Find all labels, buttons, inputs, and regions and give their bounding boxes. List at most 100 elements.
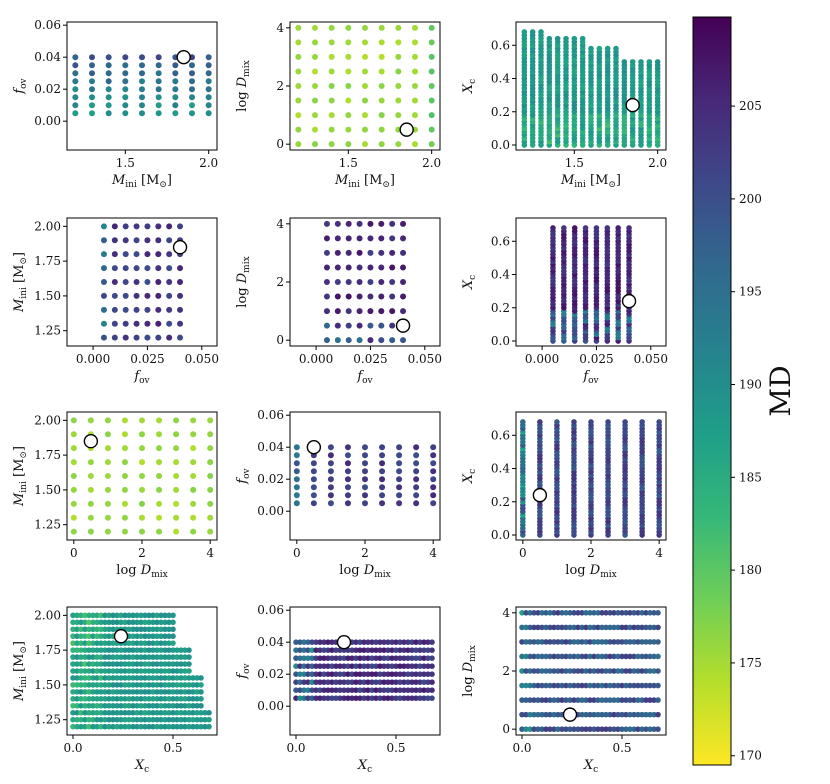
scatter-point bbox=[378, 235, 385, 242]
scatter-point bbox=[182, 654, 188, 660]
scatter-point bbox=[155, 265, 162, 272]
scatter-point bbox=[362, 492, 368, 499]
scatter-point bbox=[154, 716, 160, 723]
scatter-point bbox=[546, 35, 553, 42]
scatter-point bbox=[378, 337, 385, 344]
scatter-point bbox=[205, 94, 212, 101]
x-tick-label: 0.000 bbox=[525, 352, 559, 366]
scatter-point bbox=[114, 612, 120, 619]
scatter-point bbox=[362, 126, 368, 133]
scatter-point bbox=[587, 653, 593, 660]
scatter-point bbox=[389, 308, 396, 315]
scatter-point bbox=[551, 610, 557, 616]
scatter-point bbox=[417, 639, 423, 645]
scatter-point bbox=[345, 679, 351, 685]
scatter-point bbox=[133, 320, 140, 327]
scatter-point bbox=[142, 709, 148, 716]
scatter-point bbox=[182, 723, 188, 730]
best-fit-marker bbox=[395, 318, 411, 333]
scatter-point bbox=[70, 709, 76, 716]
scatter-point bbox=[162, 723, 168, 730]
scatter-point bbox=[114, 702, 120, 709]
scatter-point bbox=[110, 668, 116, 674]
scatter-point bbox=[377, 687, 383, 693]
scatter-point bbox=[89, 110, 95, 117]
scatter-point bbox=[189, 94, 195, 101]
scatter-point bbox=[100, 306, 107, 313]
y-tick-label: 1.25 bbox=[34, 713, 61, 727]
scatter-point bbox=[575, 610, 581, 616]
scatter-point bbox=[162, 633, 168, 640]
scatter-point bbox=[425, 655, 431, 661]
scatter-point bbox=[162, 640, 168, 646]
scatter-point bbox=[166, 619, 172, 626]
scatter-point bbox=[186, 675, 192, 681]
y-tick-label: 2.00 bbox=[34, 413, 61, 427]
scatter-point bbox=[421, 647, 427, 653]
scatter-point bbox=[627, 624, 633, 631]
scatter-point bbox=[139, 94, 145, 101]
scatter-point bbox=[357, 663, 363, 669]
scatter-point bbox=[327, 452, 334, 459]
scatter-point bbox=[114, 668, 120, 674]
scatter-point bbox=[138, 689, 144, 695]
x-tick-label: 4 bbox=[429, 546, 437, 560]
scatter-point bbox=[114, 654, 120, 660]
scatter-point bbox=[595, 697, 601, 703]
scatter-point bbox=[142, 696, 148, 702]
scatter-point bbox=[126, 668, 132, 674]
scatter-point bbox=[206, 709, 212, 716]
scatter-point bbox=[133, 251, 140, 258]
scatter-point bbox=[90, 682, 96, 688]
scatter-point bbox=[378, 264, 385, 271]
scatter-point bbox=[310, 460, 317, 467]
scatter-point bbox=[155, 110, 162, 117]
scatter-point bbox=[70, 473, 77, 479]
best-fit-marker bbox=[176, 50, 191, 65]
y-axis-label: Xc bbox=[461, 469, 478, 484]
scatter-point bbox=[100, 292, 107, 299]
x-axis-label: fov bbox=[582, 369, 599, 386]
x-axis-label: log Dmix bbox=[116, 563, 167, 580]
scatter-point bbox=[174, 696, 180, 702]
scatter-point bbox=[377, 639, 383, 645]
scatter-point bbox=[393, 695, 399, 701]
scatter-point bbox=[378, 141, 385, 148]
scatter-point bbox=[535, 682, 541, 689]
scatter-point bbox=[362, 97, 368, 104]
scatter-point bbox=[70, 675, 76, 681]
scatter-point bbox=[170, 633, 176, 640]
scatter-point bbox=[301, 663, 307, 669]
scatter-point bbox=[106, 689, 112, 695]
scatter-point bbox=[111, 279, 118, 285]
scatter-point bbox=[341, 671, 347, 677]
scatter-point bbox=[78, 696, 84, 702]
scatter-point bbox=[158, 709, 164, 716]
scatter-point bbox=[344, 484, 351, 491]
scatter-point bbox=[647, 653, 653, 660]
scatter-point bbox=[405, 679, 411, 685]
scatter-point bbox=[595, 682, 601, 689]
scatter-point bbox=[397, 647, 403, 653]
x-tick-label: 0.5 bbox=[612, 741, 631, 755]
scatter-point bbox=[293, 452, 300, 459]
scatter-point bbox=[194, 716, 200, 723]
scatter-point bbox=[656, 419, 662, 425]
scatter-point bbox=[535, 639, 541, 645]
scatter-point bbox=[413, 687, 419, 693]
scatter-point bbox=[378, 39, 385, 46]
scatter-point bbox=[367, 264, 374, 271]
scatter-point bbox=[378, 249, 385, 256]
scatter-point bbox=[293, 444, 300, 451]
scatter-point bbox=[105, 102, 112, 109]
scatter-point bbox=[543, 624, 549, 631]
scatter-point bbox=[345, 663, 351, 669]
scatter-point bbox=[295, 68, 302, 75]
scatter-point bbox=[154, 682, 160, 688]
scatter-point bbox=[378, 68, 385, 75]
scatter-point bbox=[555, 610, 561, 616]
colorbar bbox=[692, 16, 732, 766]
y-tick-label: 0.02 bbox=[34, 82, 61, 96]
scatter-point bbox=[629, 59, 636, 65]
scatter-point bbox=[134, 675, 140, 681]
